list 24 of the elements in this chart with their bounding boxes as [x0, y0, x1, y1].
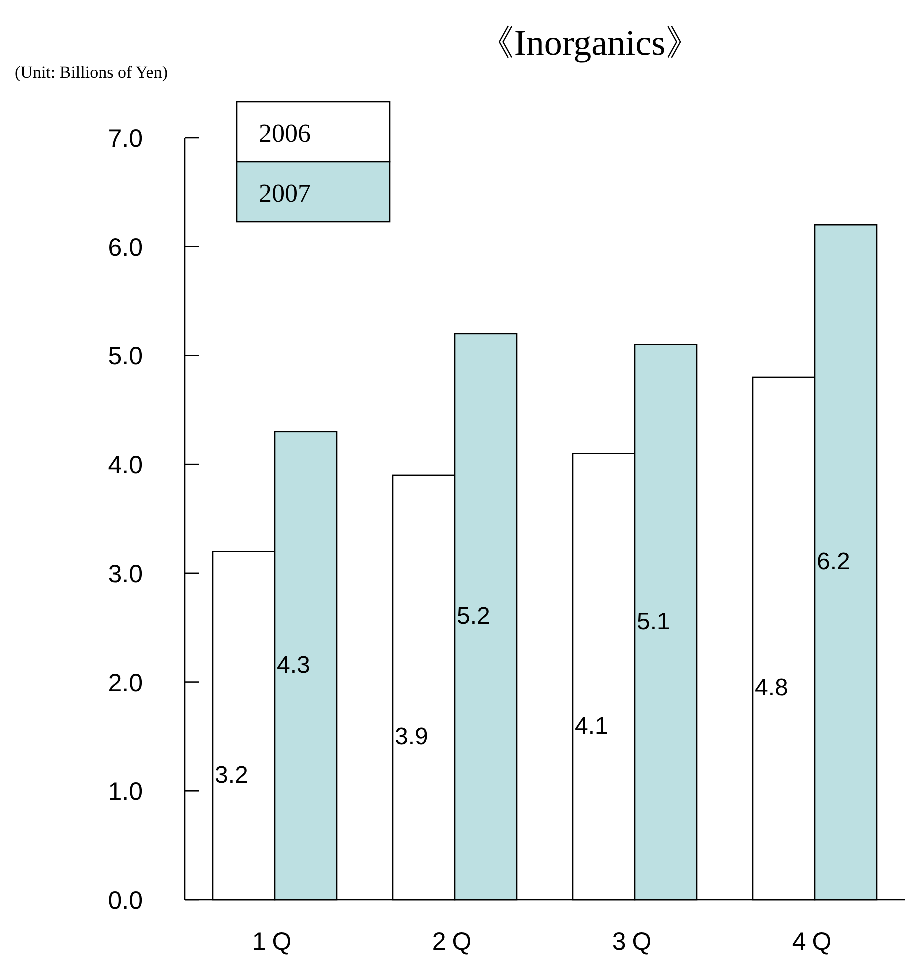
data-label: 5.1 — [637, 608, 670, 636]
x-tick-label: 2Q — [432, 928, 478, 956]
text: 2006 — [259, 119, 311, 148]
y-tick-label: 0.0 — [108, 887, 143, 915]
chart-title: 《Inorganics》 — [478, 23, 702, 63]
data-label: 5.2 — [457, 602, 490, 630]
x-tick-label: 1Q — [252, 928, 298, 956]
data-label: 4.3 — [277, 652, 310, 679]
data-label: 4.1 — [575, 712, 608, 740]
y-tick-label: 5.0 — [108, 342, 143, 371]
data-label: 6.2 — [817, 548, 850, 576]
y-tick-label: 4.0 — [108, 452, 143, 480]
y-tick-label: 2.0 — [108, 669, 143, 698]
y-tick-label: 7.0 — [108, 125, 143, 153]
data-label: 3.2 — [215, 762, 248, 789]
data-label: 4.8 — [755, 674, 788, 702]
text: (Unit: Billions of Yen) — [15, 63, 168, 82]
y-tick-label: 6.0 — [108, 234, 143, 262]
text: 2007 — [259, 179, 311, 208]
y-tick-label: 1.0 — [108, 778, 143, 806]
y-tick-label: 3.0 — [108, 560, 143, 588]
x-tick-label: 3Q — [612, 928, 658, 956]
x-tick-label: 4Q — [792, 928, 838, 956]
data-label: 3.9 — [395, 724, 428, 751]
